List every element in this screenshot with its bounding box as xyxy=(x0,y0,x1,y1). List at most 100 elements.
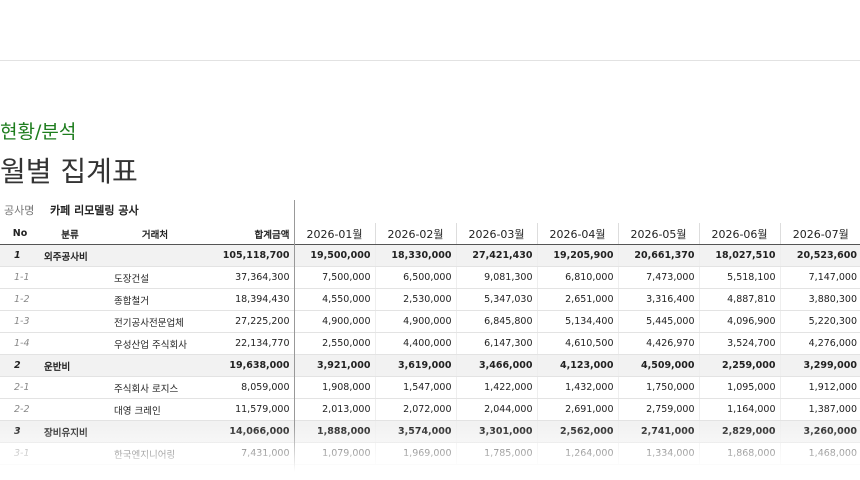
category xyxy=(40,288,100,311)
monthly-amount: 2,013,000 xyxy=(293,398,375,421)
vendor: 전기공사전문업체 xyxy=(100,310,210,333)
row-no: 1-4 xyxy=(0,332,40,355)
category xyxy=(40,398,100,421)
monthly-amount: 19,205,900 xyxy=(536,244,618,267)
monthly-amount: 2,651,000 xyxy=(536,288,618,311)
total-amount: 8,059,000 xyxy=(210,376,294,399)
monthly-amount: 4,900,000 xyxy=(374,310,456,333)
row-no: 1 xyxy=(0,244,40,267)
monthly-amount: 2,550,000 xyxy=(293,332,375,355)
item-row: 1-4 우성산업 주식회사 22,134,770 2,550,000 4,400,000… xyxy=(0,332,860,355)
monthly-amount: 3,524,700 xyxy=(698,332,780,355)
monthly-amount: 7,147,000 xyxy=(779,266,860,289)
row-no: 2-2 xyxy=(0,398,40,421)
category xyxy=(40,376,100,399)
category: 운반비 xyxy=(40,354,100,377)
vendor: 종합철거 xyxy=(100,288,210,311)
monthly-amount: 4,900,000 xyxy=(293,310,375,333)
category xyxy=(40,310,100,333)
top-bar xyxy=(0,0,860,61)
section-title: 현황/분석 xyxy=(0,121,77,143)
item-row: 2-1 주식회사 로지스 8,059,000 1,908,000 1,547,000 1,… xyxy=(0,376,860,399)
group-row: 2 운반비 19,638,000 3,921,000 3,619,000 3,466,00… xyxy=(0,354,860,377)
monthly-amount: 4,400,000 xyxy=(374,332,456,355)
group-row: 1 외주공사비 105,118,700 19,500,000 18,330,000 27,… xyxy=(0,244,860,267)
monthly-amount: 4,276,000 xyxy=(779,332,860,355)
vendor: 도장건설 xyxy=(100,266,210,289)
total-amount: 27,225,200 xyxy=(210,310,294,333)
monthly-amount: 6,810,000 xyxy=(536,266,618,289)
monthly-amount: 3,880,300 xyxy=(779,288,860,311)
vendor: 대영 크레인 xyxy=(100,398,210,421)
monthly-amount: 1,432,000 xyxy=(536,376,618,399)
monthly-amount: 1,387,000 xyxy=(779,398,860,421)
project-label: 공사명 xyxy=(4,204,35,217)
monthly-amount: 7,500,000 xyxy=(293,266,375,289)
monthly-amount: 3,299,000 xyxy=(779,354,860,377)
vendor xyxy=(100,244,210,267)
monthly-amount: 4,426,970 xyxy=(617,332,699,355)
row-no: 1-1 xyxy=(0,266,40,289)
monthly-amount: 6,500,000 xyxy=(374,266,456,289)
monthly-amount: 4,887,810 xyxy=(698,288,780,311)
header-row: No 분류 거래처 합계금액 2026-01월 2026-02월 2026-03월 2026-… xyxy=(0,223,860,245)
column-header: 2026-03월 xyxy=(455,223,537,245)
monthly-amount: 7,473,000 xyxy=(617,266,699,289)
monthly-amount: 1,750,000 xyxy=(617,376,699,399)
monthly-amount: 1,164,000 xyxy=(698,398,780,421)
monthly-amount: 9,081,300 xyxy=(455,266,537,289)
monthly-amount: 18,330,000 xyxy=(374,244,456,267)
monthly-amount: 4,610,500 xyxy=(536,332,618,355)
monthly-amount: 1,912,000 xyxy=(779,376,860,399)
page-title: 월별 집계표 xyxy=(0,155,138,188)
table-body: 1 외주공사비 105,118,700 19,500,000 18,330,000 27,… xyxy=(0,244,860,465)
monthly-amount: 20,523,600 xyxy=(779,244,860,267)
vendor: 우성산업 주식회사 xyxy=(100,332,210,355)
monthly-amount: 6,845,800 xyxy=(455,310,537,333)
monthly-amount: 2,259,000 xyxy=(698,354,780,377)
monthly-amount: 5,518,100 xyxy=(698,266,780,289)
column-header: 거래처 xyxy=(100,223,210,245)
column-header: 분류 xyxy=(40,223,100,245)
total-amount: 19,638,000 xyxy=(210,354,294,377)
monthly-amount: 2,530,000 xyxy=(374,288,456,311)
monthly-amount: 4,123,000 xyxy=(536,354,618,377)
fade-overlay xyxy=(0,425,860,480)
monthly-amount: 5,445,000 xyxy=(617,310,699,333)
total-amount: 11,579,000 xyxy=(210,398,294,421)
monthly-amount: 5,134,400 xyxy=(536,310,618,333)
monthly-amount: 4,096,900 xyxy=(698,310,780,333)
total-amount: 18,394,430 xyxy=(210,288,294,311)
monthly-amount: 1,547,000 xyxy=(374,376,456,399)
total-amount: 37,364,300 xyxy=(210,266,294,289)
monthly-amount: 2,072,000 xyxy=(374,398,456,421)
row-no: 2 xyxy=(0,354,40,377)
summary-table: No 분류 거래처 합계금액 2026-01월 2026-02월 2026-03월 2026-… xyxy=(0,223,860,465)
monthly-amount: 2,691,000 xyxy=(536,398,618,421)
category xyxy=(40,332,100,355)
column-header: 2026-06월 xyxy=(698,223,780,245)
category: 외주공사비 xyxy=(40,244,100,267)
monthly-amount: 1,095,000 xyxy=(698,376,780,399)
item-row: 1-1 도장건설 37,364,300 7,500,000 6,500,000 9,081… xyxy=(0,266,860,289)
monthly-amount: 3,466,000 xyxy=(455,354,537,377)
monthly-amount: 20,661,370 xyxy=(617,244,699,267)
divider xyxy=(294,200,295,480)
monthly-amount: 2,044,000 xyxy=(455,398,537,421)
column-header: 2026-04월 xyxy=(536,223,618,245)
column-header: 합계금액 xyxy=(210,223,294,245)
monthly-amount: 6,147,300 xyxy=(455,332,537,355)
item-row: 1-3 전기공사전문업체 27,225,200 4,900,000 4,900,000 6… xyxy=(0,310,860,333)
monthly-amount: 3,619,000 xyxy=(374,354,456,377)
monthly-amount: 27,421,430 xyxy=(455,244,537,267)
monthly-amount: 4,550,000 xyxy=(293,288,375,311)
item-row: 1-2 종합철거 18,394,430 4,550,000 2,530,000 5,347… xyxy=(0,288,860,311)
total-amount: 105,118,700 xyxy=(210,244,294,267)
column-header: 2026-02월 xyxy=(374,223,456,245)
monthly-amount: 5,220,300 xyxy=(779,310,860,333)
monthly-amount: 5,347,030 xyxy=(455,288,537,311)
monthly-amount: 3,316,400 xyxy=(617,288,699,311)
monthly-amount: 18,027,510 xyxy=(698,244,780,267)
column-header: 2026-07월 xyxy=(779,223,860,245)
